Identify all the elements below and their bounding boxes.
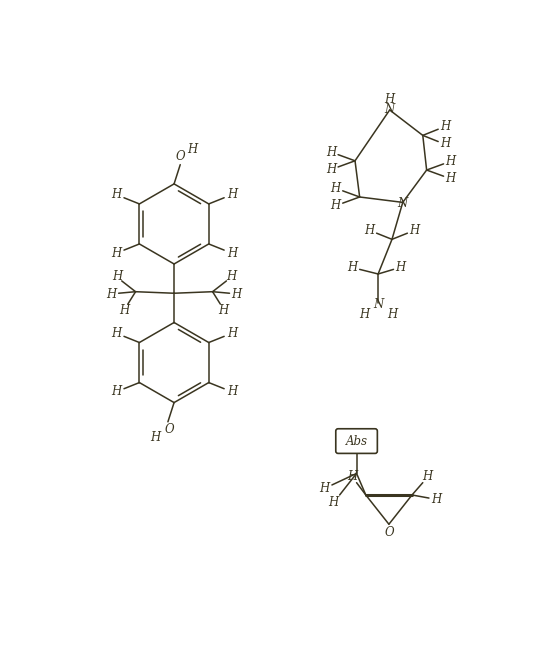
Text: H: H <box>111 247 122 259</box>
Text: H: H <box>111 188 122 201</box>
Text: H: H <box>226 270 236 283</box>
Text: H: H <box>151 431 161 444</box>
Text: N: N <box>384 104 395 116</box>
Text: H: H <box>422 470 432 483</box>
Text: H: H <box>440 137 450 150</box>
Text: H: H <box>326 146 336 159</box>
Text: H: H <box>120 303 130 316</box>
Text: H: H <box>359 307 370 320</box>
Text: Abs: Abs <box>345 435 367 448</box>
Text: O: O <box>175 151 185 164</box>
Text: H: H <box>348 470 358 483</box>
Text: H: H <box>365 225 375 237</box>
Text: H: H <box>319 482 329 496</box>
Text: H: H <box>218 303 228 316</box>
Text: H: H <box>409 225 420 237</box>
Text: H: H <box>111 327 122 340</box>
Text: O: O <box>164 423 174 436</box>
Text: H: H <box>227 386 237 399</box>
Text: H: H <box>331 182 341 195</box>
Text: H: H <box>111 386 122 399</box>
Text: H: H <box>387 307 397 320</box>
Text: H: H <box>395 261 405 274</box>
Text: H: H <box>112 270 122 283</box>
Text: H: H <box>431 493 441 506</box>
FancyBboxPatch shape <box>336 429 377 454</box>
Text: H: H <box>326 163 336 176</box>
Text: H: H <box>227 188 237 201</box>
Text: O: O <box>384 526 394 539</box>
Text: N: N <box>398 197 408 210</box>
Text: H: H <box>227 247 237 259</box>
Text: H: H <box>227 327 237 340</box>
Text: H: H <box>188 143 197 156</box>
Text: H: H <box>232 287 241 300</box>
Text: H: H <box>446 172 455 185</box>
Text: H: H <box>348 261 358 274</box>
Text: H: H <box>328 496 339 509</box>
Text: H: H <box>331 199 341 212</box>
Text: N: N <box>373 298 383 311</box>
Text: H: H <box>440 120 450 133</box>
Text: H: H <box>384 93 395 105</box>
Text: H: H <box>107 287 117 300</box>
Text: H: H <box>446 155 455 168</box>
